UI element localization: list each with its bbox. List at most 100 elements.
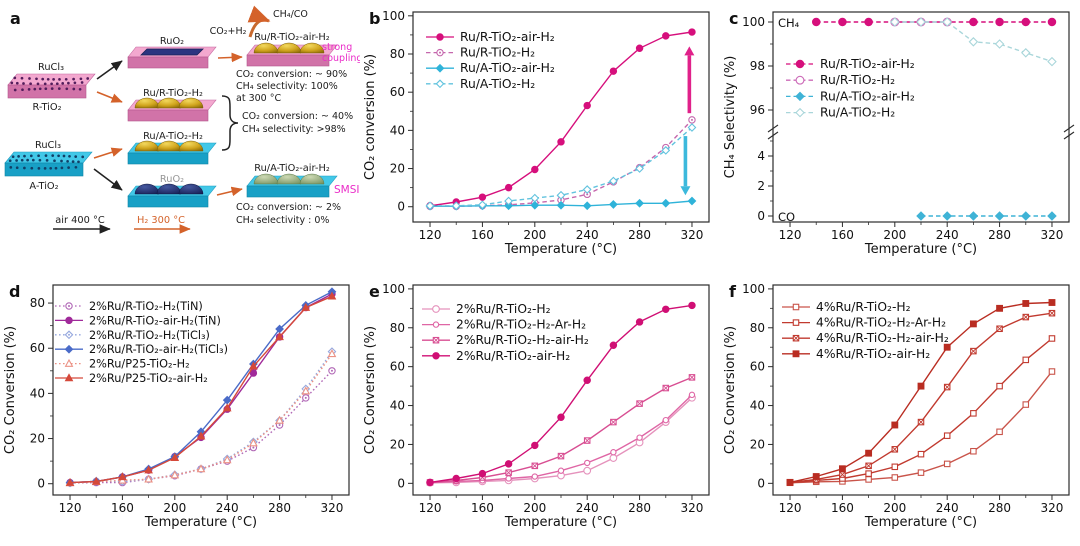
marker-diamond: [942, 211, 952, 221]
marker-square: [917, 450, 925, 458]
marker-dot: [252, 446, 255, 449]
x-tick-label: 280: [988, 501, 1011, 515]
y-tick-label: 98: [750, 59, 765, 73]
stat-line: CH₄ selectivity : 0%: [236, 215, 329, 226]
marker-circle: [688, 391, 696, 399]
precursor-dot: [74, 165, 78, 169]
marker-diamond: [994, 211, 1005, 221]
x-tick-label: 200: [523, 501, 546, 515]
marker-circle: [610, 449, 617, 456]
marker-circle: [432, 305, 440, 313]
ruo2-particle: [134, 183, 160, 195]
legend-arrows: air 400 °C H₂ 300 °C: [53, 215, 191, 234]
marker-diamond: [795, 91, 805, 102]
panel-label-a: a: [10, 9, 21, 28]
marker-dot: [690, 118, 693, 121]
rucl3-dots: [10, 76, 90, 92]
panel-a-diagram: a RuCl₃ R-TiO₂ RuCl₃ A-TiO₂ RuO₂: [4, 5, 360, 234]
precursor-dot: [71, 160, 75, 163]
marker-diamond: [530, 193, 540, 203]
x-tick-label: 200: [883, 501, 906, 515]
precursor-dot: [86, 77, 90, 80]
legend-label: Ru/A-TiO₂-air-H₂: [460, 61, 555, 75]
y-axis-title: CO₂ conversion (%): [363, 54, 378, 180]
legend-label: 2%Ru/R-TiO₂-H₂-Ar-H₂: [456, 318, 586, 332]
x-tick-label: 160: [831, 501, 854, 515]
marker-square: [943, 343, 951, 351]
arrow-to-smsi: [216, 186, 243, 197]
precursor-dot: [22, 82, 25, 85]
slab-front-face: [246, 54, 330, 67]
reaction-arrow: [247, 5, 271, 38]
marker-circle: [635, 318, 644, 326]
h2-arrow-label: H₂ 300 °C: [137, 215, 185, 226]
series-markers-ru-a-tio-h-: [890, 17, 1057, 67]
marker-circle: [1021, 17, 1031, 27]
precursor-dot: [41, 77, 45, 81]
marker-circle: [436, 33, 444, 41]
legend-label: Ru/R-TiO₂-H₂: [460, 46, 535, 60]
reaction-annotation: CO₂+H₂ CH₄/CO: [210, 5, 308, 38]
precursor-slab-a-tio2: RuCl₃ A-TiO₂: [4, 140, 93, 192]
axis-break-mark: [1063, 131, 1075, 140]
ru-particle: [156, 97, 182, 109]
marker-circle: [662, 416, 669, 424]
marker-diamond: [635, 164, 644, 173]
marker-square: [996, 428, 1003, 436]
marker-dot: [560, 199, 562, 202]
h2-stats: CO₂ conversion: ~ 40% CH₄ selectivity: >…: [242, 111, 353, 135]
a-tio2-label: A-TiO₂: [29, 181, 58, 192]
precursor-dot: [38, 158, 42, 162]
x-tick-label: 200: [883, 228, 906, 242]
x-tick-label: 120: [779, 228, 802, 242]
x-axis-title: Temperature (°C): [144, 515, 257, 530]
ruo2-top-label: RuO₂: [160, 36, 184, 47]
x-tick-label: 240: [936, 228, 959, 242]
x-axis-title: Temperature (°C): [504, 515, 617, 530]
panel-f: f 120 160 200 240 280 320 0 20 40 60 80 100 Temperatu…: [720, 273, 1080, 546]
marker-diamond: [1047, 56, 1057, 67]
legend-label: Ru/R-TiO₂-H₂: [820, 73, 895, 87]
precursor-dot: [43, 167, 47, 170]
precursor-dot: [60, 159, 63, 163]
legend-label: 2%Ru/R-TiO₂-air-H₂(TiCl₃): [89, 343, 228, 356]
y-axis-title: CO₂ Conversion (%): [3, 326, 18, 454]
precursor-dot: [67, 166, 70, 169]
marker-diamond: [609, 200, 618, 209]
precursor-dot: [13, 76, 17, 80]
marker-diamond: [556, 200, 566, 210]
precursor-dot: [77, 160, 80, 164]
x-tick-label: 280: [988, 228, 1011, 242]
marker-dot: [586, 193, 589, 196]
x-tick-label: 280: [628, 228, 651, 242]
legend-label: 2%Ru/P25-TiO₂-H₂: [89, 358, 190, 371]
marker-circle: [636, 434, 643, 441]
curly-brace: [221, 95, 239, 151]
chart-c: c 120 160 200 240 280 320 0 2 4 96 98 100 Temperature…: [723, 9, 1075, 257]
air-arrow-label: air 400 °C: [55, 215, 105, 226]
panel-c: c 120 160 200 240 280 320 0 2 4 96 98 100 Temperature…: [720, 0, 1080, 273]
smsi-particle: [276, 173, 302, 185]
marker-circle: [452, 474, 460, 483]
marker-circle: [504, 460, 513, 468]
precursor-dot: [57, 154, 60, 158]
y-tick-label: 20: [390, 162, 405, 176]
stat-line: CH₄ selectivity: >98%: [242, 124, 346, 135]
precursor-dot: [15, 166, 19, 170]
marker-circle: [583, 466, 592, 475]
smsi-particle: [299, 173, 325, 185]
marker-square: [865, 470, 872, 477]
marker-circle: [583, 101, 591, 110]
precursor-dot: [50, 82, 53, 86]
marker-triangle: [249, 438, 258, 447]
x-tick-label: 320: [321, 501, 344, 515]
chart-f: f 120 160 200 240 280 320 0 20 40 60 80 100 Temperatu…: [723, 282, 1070, 530]
precursor-dot: [68, 154, 71, 158]
ru-particle: [178, 140, 204, 152]
marker-dot: [330, 369, 333, 372]
precursor-dot: [45, 159, 49, 162]
marker-triangle: [144, 474, 153, 483]
precursor-dot: [60, 166, 64, 170]
annotation-arrow-head: [680, 186, 691, 196]
